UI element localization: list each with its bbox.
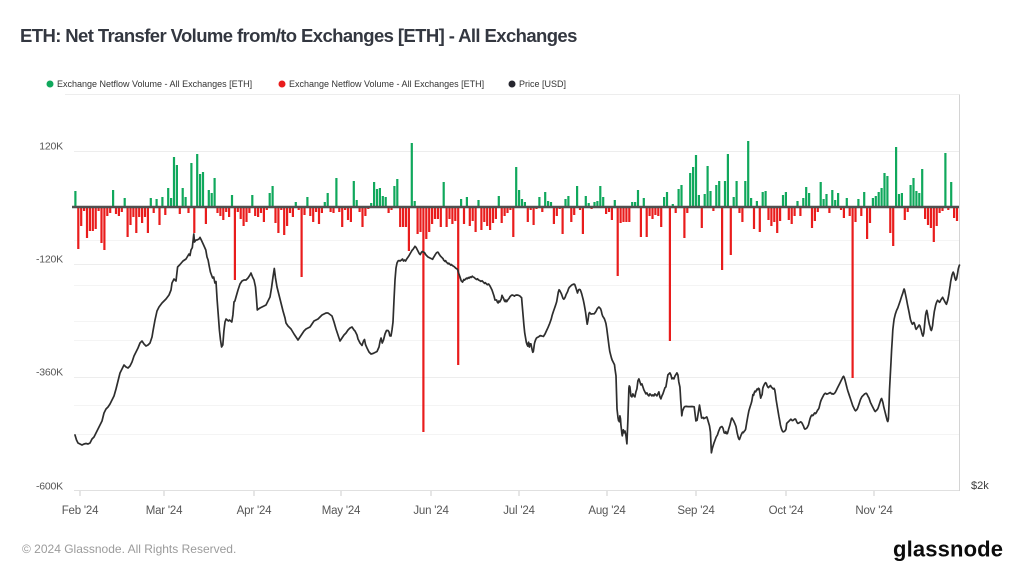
svg-text:May '24: May '24 xyxy=(322,505,361,517)
svg-text:Sep '24: Sep '24 xyxy=(677,505,715,517)
svg-text:Jul '24: Jul '24 xyxy=(503,505,535,517)
svg-text:Feb '24: Feb '24 xyxy=(62,505,99,517)
svg-text:$2k: $2k xyxy=(971,480,989,492)
svg-text:© 2024 Glassnode. All Rights R: © 2024 Glassnode. All Rights Reserved. xyxy=(22,542,236,556)
svg-text:Nov '24: Nov '24 xyxy=(855,505,893,517)
svg-text:Price [USD]: Price [USD] xyxy=(519,79,566,89)
svg-text:Jun '24: Jun '24 xyxy=(413,505,449,517)
svg-text:Apr '24: Apr '24 xyxy=(237,505,272,517)
svg-text:Mar '24: Mar '24 xyxy=(146,505,183,517)
svg-text:Aug '24: Aug '24 xyxy=(588,505,626,517)
svg-text:-360K: -360K xyxy=(36,367,63,379)
svg-text:Exchange Netflow Volume - All: Exchange Netflow Volume - All Exchanges … xyxy=(57,79,252,89)
svg-text:glassnode: glassnode xyxy=(893,537,1003,562)
svg-text:Exchange Netflow Volume - All: Exchange Netflow Volume - All Exchanges … xyxy=(289,79,484,89)
svg-text:-120K: -120K xyxy=(36,254,63,266)
svg-text:Oct '24: Oct '24 xyxy=(769,505,804,517)
svg-text:ETH: Net Transfer Volume from/: ETH: Net Transfer Volume from/to Exchang… xyxy=(20,25,577,46)
svg-text:-600K: -600K xyxy=(36,481,63,493)
svg-text:120K: 120K xyxy=(39,141,63,153)
